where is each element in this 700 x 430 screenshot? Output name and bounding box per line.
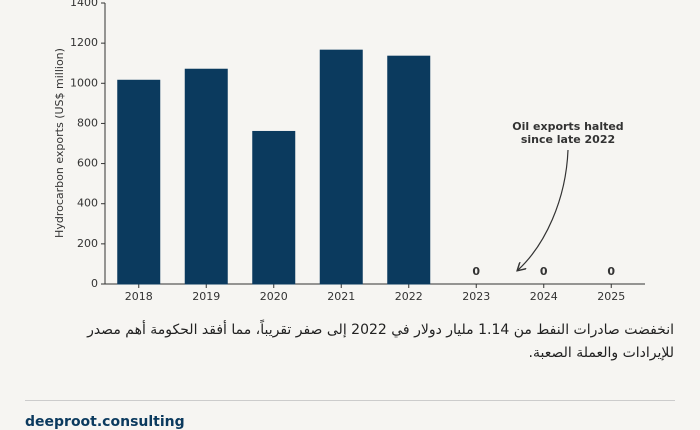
y-tick-label: 1000 bbox=[70, 76, 98, 89]
annotation: Oil exports halted bbox=[512, 120, 623, 133]
x-tick-label: 2020 bbox=[260, 290, 288, 303]
footer: deeproot.consulting bbox=[25, 414, 185, 430]
y-tick-label: 1200 bbox=[70, 36, 98, 49]
caption: انخفضت صادرات النفط من 1.14 مليار دولار … bbox=[87, 322, 674, 361]
x-tick-label: 2019 bbox=[192, 290, 220, 303]
value-label: 0 bbox=[472, 265, 480, 278]
divider bbox=[25, 400, 675, 401]
annotation: since late 2022 bbox=[521, 133, 615, 146]
x-tick-label: 2025 bbox=[597, 290, 625, 303]
x-tick-label: 2018 bbox=[125, 290, 153, 303]
y-axis-label: Hydrocarbon exports (US$ million) bbox=[53, 48, 66, 238]
bar bbox=[319, 49, 363, 285]
bar bbox=[387, 55, 431, 285]
x-tick-label: 2022 bbox=[395, 290, 423, 303]
x-tick-label: 2021 bbox=[327, 290, 355, 303]
y-tick-label: 800 bbox=[77, 116, 98, 129]
x-tick-label: 2023 bbox=[462, 290, 490, 303]
bar bbox=[184, 68, 228, 285]
y-tick-label: 400 bbox=[77, 197, 98, 210]
x-tick-label: 2024 bbox=[530, 290, 558, 303]
value-label: 0 bbox=[540, 265, 548, 278]
bar bbox=[252, 130, 296, 285]
annotation-arrow bbox=[518, 149, 569, 270]
value-label: 0 bbox=[607, 265, 615, 278]
y-tick-label: 200 bbox=[77, 237, 98, 250]
bar bbox=[117, 79, 161, 285]
y-tick-label: 1400 bbox=[70, 0, 98, 9]
y-tick-label: 600 bbox=[77, 157, 98, 170]
y-tick-label: 0 bbox=[91, 277, 98, 290]
chart: Hydrocarbon exports (US$ million) Oil ex… bbox=[53, 0, 645, 303]
